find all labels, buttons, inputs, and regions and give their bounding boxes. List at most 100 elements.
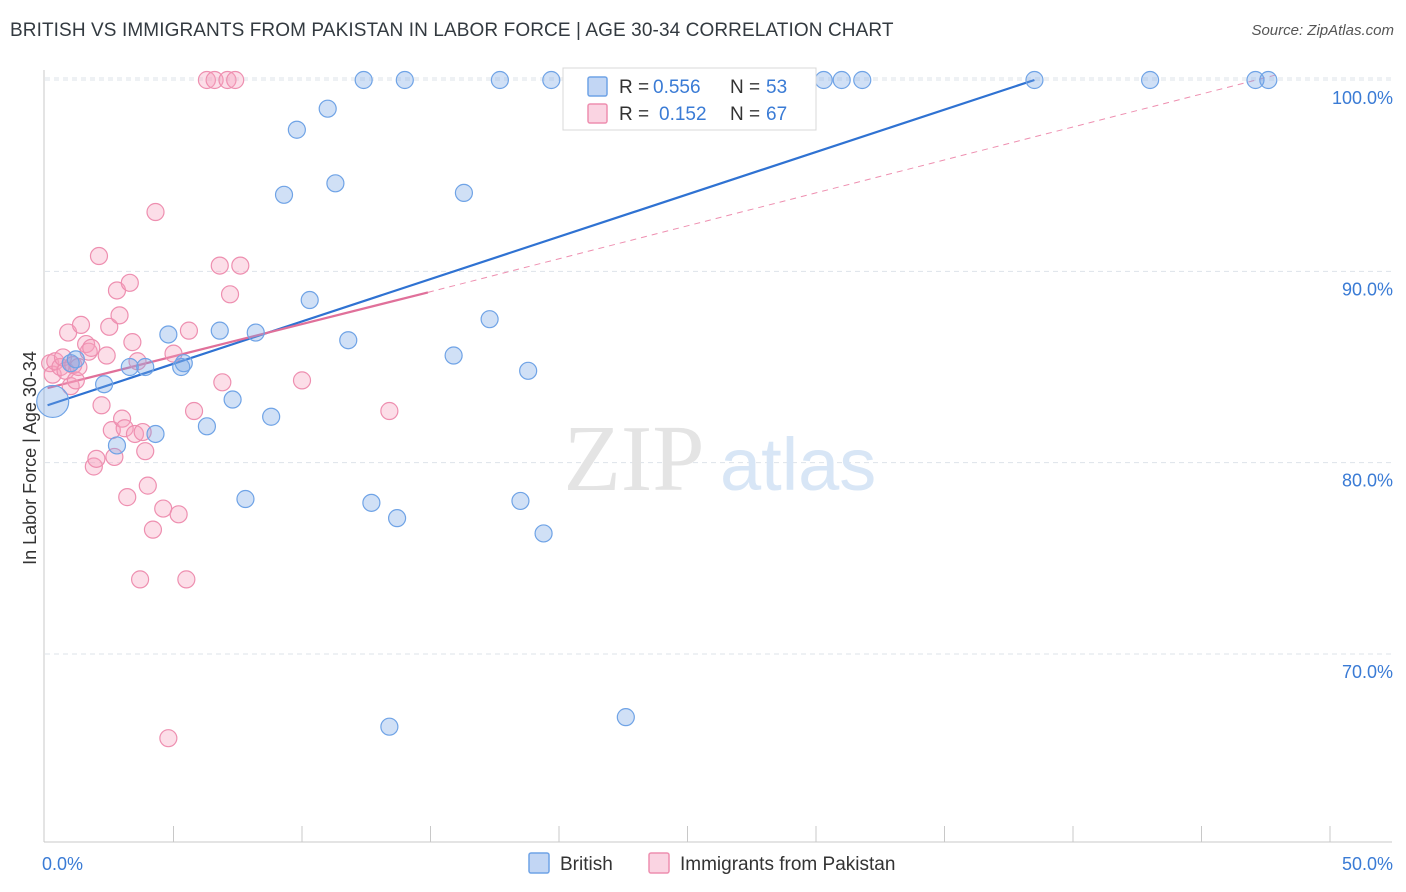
gridlines: [45, 77, 1392, 655]
point-british: [246, 323, 265, 342]
stats-r-label-british: R =: [619, 77, 649, 98]
point-british: [274, 185, 294, 204]
chart-title: BRITISH VS IMMIGRANTS FROM PAKISTAN IN L…: [10, 20, 894, 41]
point-british: [95, 375, 114, 394]
point-pakistan: [87, 449, 106, 468]
trend-line-pakistan: [47, 291, 429, 390]
point-british: [66, 350, 85, 369]
legend-label-pakistan: Immigrants from Pakistan: [680, 854, 895, 875]
point-british: [36, 384, 70, 419]
stats-n-value-pakistan: 67: [766, 104, 787, 125]
point-pakistan: [169, 505, 188, 524]
point-pakistan: [89, 246, 109, 266]
point-british: [444, 346, 463, 365]
point-british: [380, 717, 399, 736]
point-pakistan: [226, 70, 245, 90]
point-pakistan: [105, 447, 124, 467]
point-pakistan: [146, 202, 165, 222]
point-british: [210, 321, 229, 340]
point-british: [519, 361, 538, 380]
watermark-zip: ZIP: [564, 407, 705, 511]
point-british: [534, 524, 553, 543]
point-pakistan: [115, 419, 134, 438]
point-pakistan: [380, 401, 399, 421]
stats-r-label-pakistan: R =: [619, 104, 649, 125]
tick-labels: 70.0% 80.0% 90.0% 100.0% 0.0% 50.0%: [42, 88, 1393, 874]
point-british: [262, 407, 281, 426]
trend-line-british: [47, 78, 1035, 407]
source-credit: Source: ZipAtlas.com: [1251, 22, 1394, 39]
point-british: [362, 493, 381, 512]
point-pakistan: [82, 338, 101, 357]
legend-swatch-pakistan: [648, 852, 670, 874]
point-british: [1246, 70, 1265, 90]
x-tick-label-min: 0.0%: [42, 854, 83, 874]
watermark-atlas: atlas: [720, 423, 876, 506]
y-tick-label: 70.0%: [1342, 662, 1393, 682]
legend-label-british: British: [560, 854, 613, 875]
point-pakistan: [143, 520, 163, 539]
point-pakistan: [184, 401, 204, 421]
point-british: [174, 354, 193, 373]
y-tick-label: 100.0%: [1332, 88, 1393, 108]
point-pakistan: [92, 396, 111, 415]
stats-swatch-pakistan: [587, 103, 608, 124]
point-pakistan: [110, 306, 129, 325]
point-pakistan: [66, 371, 85, 390]
point-british: [236, 489, 255, 509]
point-pakistan: [138, 476, 157, 495]
y-axis-title: In Labor Force | Age 30-34: [20, 351, 40, 565]
point-british: [542, 70, 561, 90]
bottom-legend: British Immigrants from Pakistan: [528, 852, 895, 875]
point-british: [511, 491, 530, 511]
y-tick-label: 80.0%: [1342, 471, 1393, 491]
point-pakistan: [136, 442, 155, 461]
point-british: [318, 99, 337, 118]
point-british: [1025, 70, 1044, 90]
point-british: [832, 70, 851, 90]
point-pakistan: [205, 70, 224, 90]
point-british: [120, 357, 139, 377]
point-pakistan: [220, 285, 240, 304]
point-pakistan: [154, 499, 173, 518]
point-british: [136, 357, 155, 377]
stats-swatch-british: [587, 76, 608, 97]
point-british: [300, 290, 319, 310]
stats-n-value-british: 53: [766, 77, 787, 98]
point-british: [490, 70, 509, 90]
stats-n-label-british: N =: [730, 77, 760, 98]
point-pakistan: [159, 729, 178, 748]
point-british: [107, 436, 127, 455]
point-pakistan: [123, 333, 142, 352]
point-pakistan: [118, 488, 137, 507]
point-british: [853, 70, 872, 90]
point-pakistan: [179, 321, 199, 340]
axes: [43, 70, 1392, 843]
point-pakistan: [71, 315, 91, 335]
point-british: [146, 424, 165, 444]
point-pakistan: [197, 70, 217, 90]
point-pakistan: [100, 317, 119, 336]
point-pakistan: [120, 273, 139, 292]
stats-n-label-pakistan: N =: [730, 104, 760, 125]
point-british: [354, 70, 373, 90]
point-british: [223, 390, 242, 409]
point-pakistan: [210, 256, 229, 275]
point-british: [197, 417, 217, 436]
stats-r-value-pakistan: 0.152: [659, 104, 707, 125]
point-pakistan: [292, 371, 312, 390]
point-british: [387, 509, 407, 528]
point-pakistan: [61, 377, 80, 396]
point-british: [814, 70, 833, 90]
point-pakistan: [231, 256, 250, 275]
stats-legend-frame: [562, 67, 817, 131]
stats-r-value-british: 0.556: [653, 77, 701, 98]
point-pakistan: [97, 346, 116, 365]
x-tick-label-max: 50.0%: [1342, 854, 1393, 874]
watermark: ZIP atlas: [564, 407, 877, 511]
legend-swatch-british: [528, 852, 550, 874]
point-british: [339, 331, 358, 350]
point-pakistan: [177, 570, 196, 589]
trend-line-pakistan-extension: [427, 73, 1279, 293]
